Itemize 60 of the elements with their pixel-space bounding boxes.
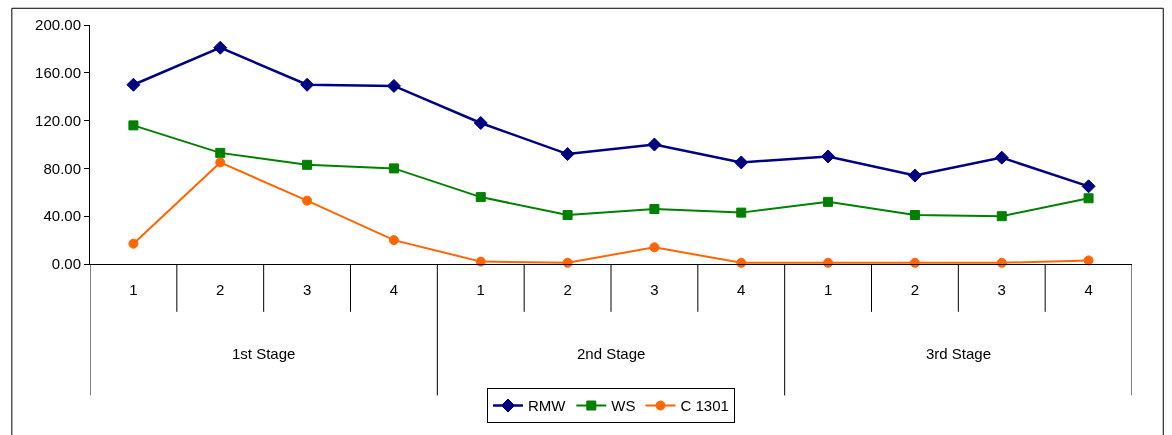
point [736, 207, 747, 218]
point [647, 137, 662, 152]
x-tick-label: 4 [1084, 281, 1093, 298]
point [475, 192, 486, 203]
point [649, 242, 660, 253]
y-tick-label: 80.00 [43, 159, 81, 177]
point [386, 78, 401, 93]
point [215, 157, 226, 168]
point [215, 147, 226, 158]
x-tick-label: 3 [997, 281, 1006, 298]
x-tick-label: 3 [650, 281, 659, 298]
point [388, 163, 399, 174]
point [388, 235, 399, 246]
point [907, 168, 922, 183]
y-tick-label: 120.00 [35, 111, 81, 129]
text: 2nd Stage [577, 345, 646, 362]
legend-label: C 1301 [680, 397, 729, 415]
x-tick-label: 1 [129, 281, 138, 298]
point [736, 257, 747, 268]
point [994, 150, 1009, 165]
point [473, 115, 488, 130]
x-tick-label: 2 [563, 281, 572, 298]
point [560, 147, 575, 162]
point [1081, 179, 1096, 194]
x-tick-label: 4 [737, 281, 746, 298]
point [302, 195, 313, 206]
point [213, 40, 228, 55]
point [823, 257, 834, 268]
y-tick-label: 160.00 [35, 64, 81, 82]
point [823, 196, 834, 207]
text: 3rd Stage [926, 345, 992, 362]
y-tick-label: 200.00 [35, 16, 81, 34]
text: 1st Stage [232, 345, 296, 362]
point [734, 155, 749, 170]
legend-label: WS [611, 397, 636, 415]
point [128, 238, 139, 249]
point [475, 256, 486, 267]
x-tick-label: 2 [910, 281, 920, 298]
point [909, 257, 920, 268]
point [996, 211, 1007, 222]
legend-label: RMW [528, 397, 567, 415]
point [562, 210, 573, 221]
x-tick-label: 1 [823, 281, 833, 298]
point [1083, 255, 1094, 266]
point [126, 77, 141, 92]
x-tick-label: 3 [302, 281, 312, 298]
y-tick-label: 0.00 [51, 255, 81, 273]
point [996, 257, 1007, 268]
x-tick-label: 2 [216, 281, 225, 298]
x-tick-label: 4 [389, 281, 399, 298]
point [128, 120, 139, 131]
y-tick-label: 40.00 [43, 207, 81, 225]
point [562, 257, 573, 268]
point [909, 210, 920, 221]
point [302, 159, 313, 170]
point [300, 77, 315, 92]
point [821, 149, 836, 164]
point [649, 204, 660, 215]
x-tick-label: 1 [476, 281, 485, 298]
point [1083, 193, 1094, 204]
